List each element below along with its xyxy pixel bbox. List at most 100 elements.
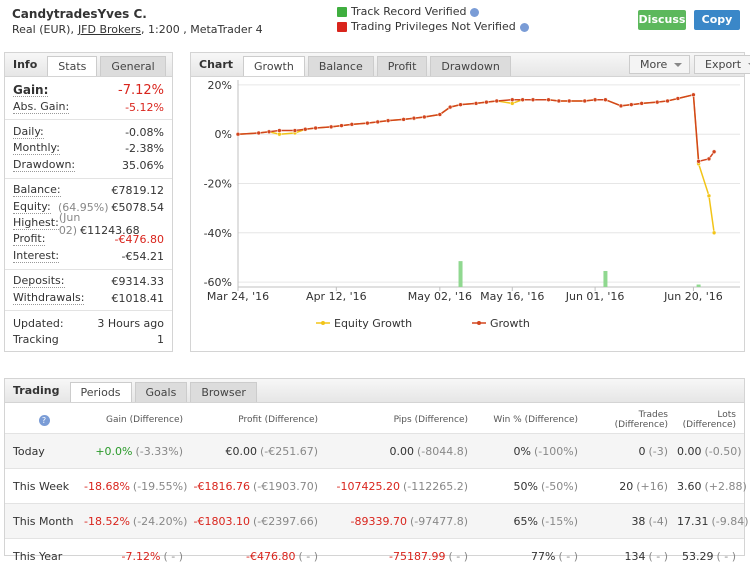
point [697,159,701,163]
cell-difference: ( - ) [298,550,318,563]
point [402,117,406,121]
point [666,99,670,103]
column-header: Lots (Difference) [676,407,744,434]
period-cell: 50%(-50%) [476,469,586,504]
tab[interactable]: Browser [190,382,257,402]
point [376,120,380,124]
cell-difference: ( - ) [648,550,668,563]
column-header: Gain (Difference) [83,407,191,434]
cell-difference: (-15%) [541,515,578,528]
point [340,124,344,128]
period-cell: +0.0%(-3.33%) [83,434,191,469]
period-cell: -€1803.10(-€2397.66) [191,504,326,539]
cell-value: 65% [514,515,538,528]
cell-difference: (-3) [648,445,668,458]
column-title: Pips (Difference) [394,415,468,425]
period-label: This Week [5,469,83,504]
point [474,101,478,105]
point [495,99,499,103]
cell-difference: ( - ) [558,550,578,563]
cell-difference: ( - ) [163,550,183,563]
cell-difference: ( - ) [448,550,468,563]
point [303,127,307,131]
tab[interactable]: Goals [135,382,188,402]
cell-difference: (-€1903.70) [253,480,318,493]
cell-difference: (-24.20%) [133,515,188,528]
cell-value: €0.00 [225,445,257,458]
point [386,119,390,123]
x-tick-label: May 02, '16 [408,290,472,303]
period-cell: -€476.80( - ) [191,539,326,573]
period-row: This Week-18.68%(-19.55%)-€1816.76(-€190… [5,469,744,504]
point [640,101,644,105]
column-title: Win % (Difference) [493,415,578,425]
cell-difference: (-4) [648,515,668,528]
legend-label[interactable]: Equity Growth [334,317,412,330]
point [547,98,551,102]
column-title: Trades (Difference) [615,410,668,430]
point [448,105,452,109]
cell-difference: (-112265.2) [403,480,468,493]
cell-value: 3.60 [677,480,702,493]
point [412,116,416,120]
period-cell: -€1816.76(-€1903.70) [191,469,326,504]
tab[interactable]: Periods [70,382,132,402]
cell-value: 53.29 [682,550,714,563]
cell-value: 0.00 [389,445,414,458]
cell-value: -18.52% [84,515,130,528]
point [293,129,297,133]
x-tick-label: Mar 24, '16 [207,290,269,303]
cell-difference: (-€251.67) [260,445,318,458]
cell-value: 134 [624,550,645,563]
period-cell: -89339.70(-97477.8) [326,504,476,539]
period-cell: 53.29( - ) [676,539,744,573]
cell-difference: (-50%) [541,480,578,493]
column-header: Profit (Difference) [191,407,326,434]
point [619,104,623,108]
cell-value: -107425.20 [336,480,399,493]
period-cell: €0.00(-€251.67) [191,434,326,469]
bar [459,261,463,287]
cell-value: -€1803.10 [193,515,249,528]
period-cell: -7.12%( - ) [83,539,191,573]
point [510,98,514,102]
column-title: Gain (Difference) [106,415,183,425]
column-header: Trades (Difference) [586,407,676,434]
period-label: This Year [5,539,83,573]
point [422,115,426,119]
period-cell: 38(-4) [586,504,676,539]
cell-value: -75187.99 [389,550,445,563]
y-tick-label: 20% [208,79,232,92]
series-line [238,95,714,233]
point [314,126,318,130]
period-cell: 65%(-15%) [476,504,586,539]
point [459,103,463,107]
cell-value: -89339.70 [350,515,406,528]
y-tick-label: -20% [204,178,232,191]
period-cell: 3.60(+2.88) [676,469,744,504]
period-label: This Month [5,504,83,539]
cell-difference: (-9.84) [712,515,749,528]
cell-value: -7.12% [122,550,161,563]
legend-marker [477,321,481,325]
point [707,157,711,161]
x-tick-label: Jun 01, '16 [565,290,625,303]
y-tick-label: -40% [204,227,232,240]
y-tick-label: -60% [204,276,232,289]
cell-value: 38 [631,515,645,528]
point [329,125,333,129]
x-tick-label: May 16, '16 [480,290,544,303]
point [691,93,695,97]
cell-difference: (+2.88) [705,480,747,493]
point [712,150,716,154]
legend-label[interactable]: Growth [490,317,530,330]
point [521,98,525,102]
period-cell: 0.00(-0.50) [676,434,744,469]
column-header: ? [5,407,83,434]
point [365,121,369,125]
period-cell: 0(-3) [586,434,676,469]
help-icon[interactable]: ? [39,415,50,426]
point [712,231,716,235]
